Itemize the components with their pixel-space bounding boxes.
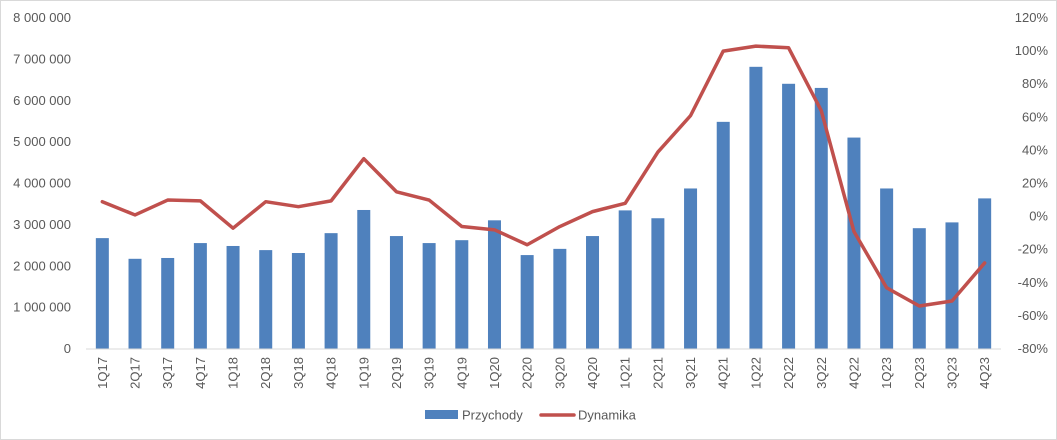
left-tick-label: 0 [64, 341, 71, 356]
x-tick-label: 3Q22 [814, 357, 829, 389]
x-tick-label: 4Q22 [846, 357, 861, 389]
right-tick-label: 80% [1022, 76, 1048, 91]
x-tick-label: 3Q21 [683, 357, 698, 389]
bar [978, 198, 992, 349]
x-tick-label: 1Q19 [356, 357, 371, 389]
bar [553, 248, 567, 349]
x-tick-label: 4Q20 [585, 357, 600, 389]
right-tick-label: -40% [1018, 275, 1049, 290]
legend-swatch-bar [425, 410, 458, 419]
bar [586, 236, 600, 349]
legend-label: Dynamika [578, 408, 637, 423]
x-tick-label: 2Q23 [912, 357, 927, 389]
x-tick-label: 2Q22 [781, 357, 796, 389]
bar [128, 258, 142, 349]
x-tick-label: 2Q20 [520, 357, 535, 389]
x-tick-label: 2Q21 [650, 357, 665, 389]
left-tick-label: 4 000 000 [13, 176, 71, 191]
left-tick-label: 1 000 000 [13, 300, 71, 315]
bar [880, 188, 894, 349]
bar [161, 257, 175, 349]
bar [193, 243, 207, 349]
x-tick-label: 3Q19 [422, 357, 437, 389]
x-tick-label: 3Q20 [552, 357, 567, 389]
x-tick-label: 4Q17 [193, 357, 208, 389]
left-tick-label: 7 000 000 [13, 51, 71, 66]
left-tick-label: 3 000 000 [13, 217, 71, 232]
bar [389, 236, 403, 349]
right-tick-label: -20% [1018, 242, 1049, 257]
right-tick-label: -60% [1018, 308, 1049, 323]
bar [945, 222, 959, 349]
right-tick-label: -80% [1018, 341, 1049, 356]
x-tick-label: 3Q18 [291, 357, 306, 389]
bar [618, 210, 632, 349]
bar [782, 83, 796, 349]
x-tick-label: 2Q17 [128, 357, 143, 389]
bar [716, 121, 730, 349]
legend-item[interactable]: Dynamika [539, 408, 637, 423]
bar [520, 255, 534, 349]
x-tick-label: 4Q23 [977, 357, 992, 389]
left-tick-label: 5 000 000 [13, 134, 71, 149]
bar [259, 250, 273, 349]
x-tick-label: 4Q19 [454, 357, 469, 389]
bar [455, 240, 469, 349]
left-tick-label: 8 000 000 [13, 10, 71, 25]
right-tick-label: 60% [1022, 109, 1048, 124]
x-tick-label: 3Q23 [944, 357, 959, 389]
bar [814, 87, 828, 350]
right-axis-tick-labels: -80% -60% -40% -20% 0% 20% 40% 60% 80% 100% 120% [1015, 10, 1049, 356]
bar [912, 228, 926, 349]
bar [422, 243, 436, 349]
right-tick-label: 40% [1022, 142, 1048, 157]
legend-item[interactable]: Przychody [425, 408, 523, 423]
x-tick-label: 2Q18 [258, 357, 273, 389]
right-tick-label: 20% [1022, 176, 1048, 191]
left-tick-label: 6 000 000 [13, 93, 71, 108]
x-tick-label: 1Q22 [748, 357, 763, 389]
x-tick-label: 2Q19 [389, 357, 404, 389]
x-axis-tick-labels: 1Q17 2Q17 3Q17 4Q17 1Q18 2Q18 3Q18 4Q18 1Q19 2Q19… [95, 357, 992, 389]
left-axis-tick-labels: 0 1 000 000 2 000 000 3 000 000 4 000 000 5 0… [13, 10, 71, 356]
right-tick-label: 0% [1029, 209, 1048, 224]
bar [651, 218, 665, 349]
line-series-dynamika [100, 44, 987, 308]
x-tick-label: 1Q23 [879, 357, 894, 389]
x-tick-label: 1Q20 [487, 357, 502, 389]
bar [324, 233, 338, 349]
legend-label: Przychody [462, 408, 523, 423]
dynamika-line [100, 44, 987, 308]
bar [291, 253, 305, 349]
x-tick-label: 1Q17 [95, 357, 110, 389]
right-tick-label: 120% [1015, 10, 1049, 25]
legend[interactable]: Przychody Dynamika [425, 408, 637, 423]
bar [95, 238, 109, 349]
bar [847, 137, 861, 349]
bar [357, 209, 371, 349]
bar [749, 66, 763, 349]
bar [684, 188, 698, 349]
right-tick-label: 100% [1015, 43, 1049, 58]
x-tick-label: 1Q18 [226, 357, 241, 389]
x-tick-label: 4Q21 [716, 357, 731, 389]
bar [226, 245, 240, 349]
x-tick-label: 4Q18 [324, 357, 339, 389]
x-tick-label: 3Q17 [160, 357, 175, 389]
left-tick-label: 2 000 000 [13, 258, 71, 273]
bar-series-przychody [95, 66, 992, 350]
bar [487, 220, 501, 349]
x-tick-label: 1Q21 [618, 357, 633, 389]
